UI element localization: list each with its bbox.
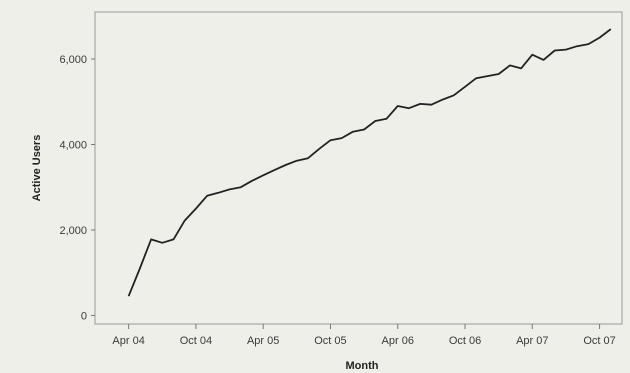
x-tick-label: Apr 04 bbox=[112, 335, 144, 347]
x-tick-label: Oct 07 bbox=[583, 335, 615, 347]
y-axis: 0 2,000 4,000 6,000 bbox=[59, 54, 95, 322]
x-tick-label: Apr 06 bbox=[382, 335, 414, 347]
x-tick-label: Apr 07 bbox=[516, 335, 548, 347]
x-tick-label: Oct 05 bbox=[314, 335, 346, 347]
y-tick-label: 2,000 bbox=[59, 225, 87, 237]
x-tick-label: Oct 04 bbox=[180, 335, 212, 347]
x-tick-label: Oct 06 bbox=[449, 335, 481, 347]
x-tick-label: Apr 05 bbox=[247, 335, 279, 347]
y-tick-label: 0 bbox=[81, 310, 87, 322]
series-line-active-users bbox=[127, 28, 612, 297]
y-tick-label: 4,000 bbox=[59, 139, 87, 151]
series-layer bbox=[127, 28, 612, 297]
x-axis: Apr 04 Oct 04 Apr 05 Oct 05 Apr 06 Oct 06 Apr … bbox=[112, 324, 616, 347]
y-axis-title: Active Users bbox=[31, 135, 43, 202]
plot-area-frame bbox=[94, 11, 623, 325]
y-tick-label: 6,000 bbox=[59, 54, 87, 66]
x-axis-title: Month bbox=[346, 360, 379, 372]
